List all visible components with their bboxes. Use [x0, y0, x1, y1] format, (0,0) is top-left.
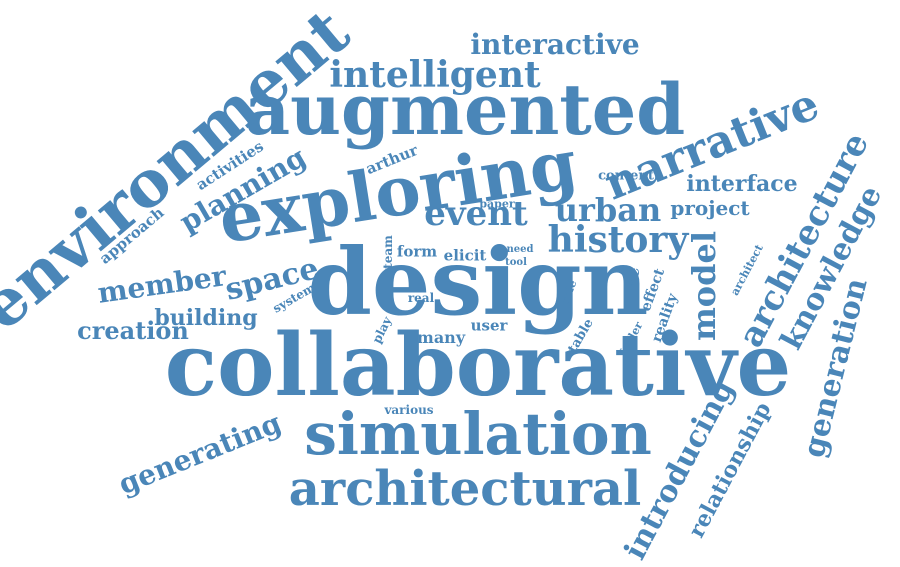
word-team: team — [381, 235, 395, 269]
word-user: user — [470, 316, 508, 335]
word-content: content — [598, 168, 654, 184]
word-many: many — [416, 328, 466, 347]
word-member: member — [95, 259, 229, 310]
word-intelligent: intelligent — [329, 54, 541, 96]
word-project: project — [670, 196, 750, 220]
word-creation: creation — [77, 316, 189, 345]
word-building: building — [154, 305, 258, 331]
word-architectural: architectural — [288, 461, 642, 517]
word-paper: paper — [479, 197, 515, 211]
word-event: event — [424, 194, 528, 234]
word-augmented: augmented — [244, 68, 686, 151]
word-interactive: interactive — [470, 28, 640, 61]
word-elicit: elicit — [443, 246, 487, 265]
word-interface: interface — [686, 171, 798, 197]
word-design: design — [307, 228, 649, 336]
word-real: real — [407, 291, 435, 305]
word-urban: urban — [554, 191, 662, 229]
word-generating: generating — [113, 406, 286, 502]
word-model: model — [685, 230, 723, 342]
word-form: form — [396, 242, 438, 261]
word-collaborative: collaborative — [164, 315, 792, 416]
word-history: history — [547, 219, 689, 261]
word-tool: tool — [505, 257, 527, 268]
word-simulation: simulation — [304, 400, 652, 468]
word-various: various — [384, 403, 434, 417]
word-need: need — [506, 244, 534, 255]
